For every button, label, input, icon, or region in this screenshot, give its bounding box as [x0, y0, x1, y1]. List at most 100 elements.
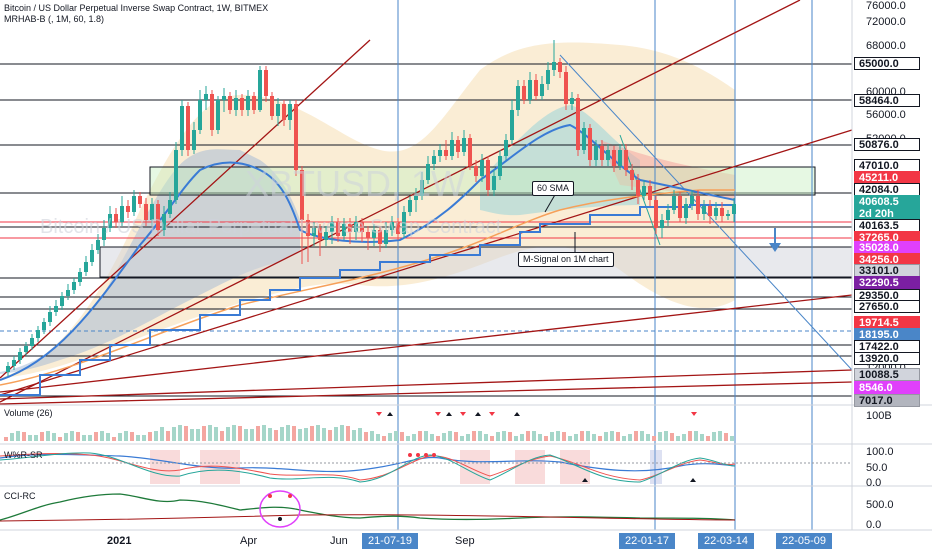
- candle-body[interactable]: [30, 338, 34, 346]
- candle-body[interactable]: [474, 166, 478, 176]
- candle-body[interactable]: [72, 282, 76, 290]
- candle-body[interactable]: [564, 72, 568, 104]
- cci-highlight-ellipse[interactable]: [259, 490, 301, 528]
- time-marker[interactable]: 22-03-14: [698, 533, 755, 549]
- support-box-gray[interactable]: [99, 246, 853, 278]
- candle-body[interactable]: [66, 290, 70, 296]
- candle-body[interactable]: [54, 306, 58, 312]
- candle-body[interactable]: [480, 160, 484, 176]
- candle-body[interactable]: [60, 296, 64, 306]
- candle-body[interactable]: [696, 196, 700, 214]
- candle-body[interactable]: [120, 206, 124, 222]
- candle-body[interactable]: [276, 104, 280, 116]
- candle-body[interactable]: [138, 196, 142, 204]
- candle-body[interactable]: [186, 106, 190, 150]
- candle-body[interactable]: [606, 150, 610, 160]
- candle-body[interactable]: [522, 86, 526, 100]
- price-tag[interactable]: 13920.0: [854, 352, 920, 365]
- candle-body[interactable]: [210, 94, 214, 130]
- candle-body[interactable]: [444, 150, 448, 156]
- candle-body[interactable]: [228, 96, 232, 110]
- candle-body[interactable]: [486, 160, 490, 190]
- time-marker[interactable]: 22-05-09: [776, 533, 833, 549]
- candle-body[interactable]: [648, 186, 652, 200]
- price-tag[interactable]: 50876.0: [854, 138, 920, 151]
- candle-body[interactable]: [114, 214, 118, 222]
- candle-body[interactable]: [294, 104, 298, 170]
- candle-body[interactable]: [264, 70, 268, 96]
- candle-body[interactable]: [174, 150, 178, 200]
- candle-body[interactable]: [6, 366, 10, 372]
- candle-body[interactable]: [432, 156, 436, 164]
- candle-body[interactable]: [708, 206, 712, 216]
- candle-body[interactable]: [372, 230, 376, 238]
- candlesticks[interactable]: [6, 40, 736, 376]
- candle-body[interactable]: [426, 164, 430, 180]
- candle-body[interactable]: [660, 220, 664, 228]
- candle-body[interactable]: [108, 214, 112, 228]
- candle-body[interactable]: [240, 98, 244, 110]
- candle-body[interactable]: [678, 196, 682, 218]
- price-tag[interactable]: 17422.0: [854, 340, 920, 353]
- candle-body[interactable]: [462, 138, 466, 152]
- candle-body[interactable]: [618, 150, 622, 166]
- candle-body[interactable]: [420, 180, 424, 196]
- candle-body[interactable]: [96, 240, 100, 250]
- candle-body[interactable]: [408, 200, 412, 212]
- candle-body[interactable]: [558, 62, 562, 72]
- price-tag[interactable]: 18195.0: [854, 328, 920, 341]
- wr-label[interactable]: W%R-SR: [4, 450, 43, 460]
- candle-body[interactable]: [318, 228, 322, 240]
- candle-body[interactable]: [534, 80, 538, 96]
- candle-body[interactable]: [150, 204, 154, 220]
- price-tag[interactable]: 29350.0: [854, 289, 920, 302]
- price-tag[interactable]: 32290.5: [854, 276, 920, 289]
- candle-body[interactable]: [630, 170, 634, 180]
- candle-body[interactable]: [492, 176, 496, 190]
- candle-body[interactable]: [336, 222, 340, 236]
- cci-label[interactable]: CCI-RC: [4, 491, 36, 501]
- candle-body[interactable]: [282, 104, 286, 120]
- candle-body[interactable]: [702, 206, 706, 214]
- candle-body[interactable]: [330, 222, 334, 232]
- candle-body[interactable]: [384, 230, 388, 244]
- candle-body[interactable]: [18, 352, 22, 360]
- candle-body[interactable]: [126, 206, 130, 212]
- candle-body[interactable]: [594, 146, 598, 160]
- candle-body[interactable]: [690, 196, 694, 204]
- candle-body[interactable]: [720, 208, 724, 216]
- candle-body[interactable]: [726, 214, 730, 216]
- candle-body[interactable]: [288, 104, 292, 120]
- price-tag[interactable]: 19714.5: [854, 316, 920, 329]
- candle-body[interactable]: [684, 204, 688, 218]
- candle-body[interactable]: [12, 360, 16, 366]
- candle-body[interactable]: [636, 180, 640, 196]
- candle-body[interactable]: [600, 146, 604, 160]
- candle-body[interactable]: [666, 210, 670, 220]
- candle-body[interactable]: [168, 200, 172, 214]
- volume-label[interactable]: Volume (26): [4, 408, 53, 418]
- candle-body[interactable]: [192, 130, 196, 150]
- price-tag[interactable]: 45211.0: [854, 171, 920, 184]
- candle-body[interactable]: [84, 262, 88, 272]
- candle-body[interactable]: [414, 196, 418, 200]
- candle-body[interactable]: [24, 346, 28, 352]
- candle-body[interactable]: [510, 110, 514, 140]
- candle-body[interactable]: [390, 222, 394, 230]
- candle-body[interactable]: [366, 232, 370, 238]
- candle-body[interactable]: [732, 204, 736, 214]
- candle-body[interactable]: [180, 106, 184, 150]
- candle-body[interactable]: [552, 62, 556, 70]
- candle-body[interactable]: [540, 84, 544, 96]
- candle-body[interactable]: [546, 70, 550, 84]
- candle-body[interactable]: [498, 156, 502, 176]
- candle-body[interactable]: [354, 222, 358, 232]
- candle-body[interactable]: [102, 228, 106, 240]
- candle-body[interactable]: [234, 98, 238, 110]
- candle-body[interactable]: [576, 98, 580, 150]
- candle-body[interactable]: [348, 224, 352, 232]
- candle-body[interactable]: [42, 322, 46, 330]
- candle-body[interactable]: [588, 128, 592, 160]
- candle-body[interactable]: [516, 86, 520, 110]
